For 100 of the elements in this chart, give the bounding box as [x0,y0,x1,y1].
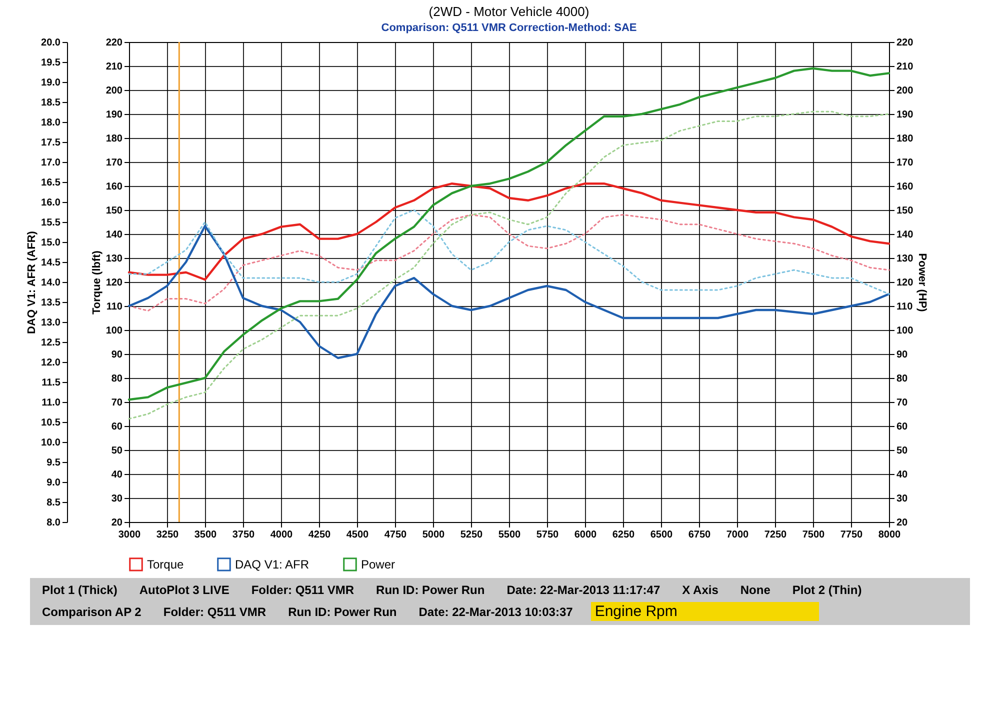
y-tick-label: 180 [106,134,123,144]
text: Run ID: Power Run [375,582,486,598]
y3-tick-label: 60 [896,422,908,432]
y-tick-label: 200 [106,86,123,96]
y2-tick-label: 15.0 [41,238,61,248]
y-tick-label: 160 [106,182,123,192]
text: Folder: Q511 VMR [162,604,268,620]
y-tick-label: 70 [111,398,123,408]
y2-tick-label: 18.5 [41,98,61,108]
y3-tick-label: 140 [896,230,914,240]
text: X Axis [681,582,720,598]
y3-tick-label: 90 [896,350,908,360]
y2-tick-label: 14.5 [41,258,61,268]
x-tick-label: 6750 [688,530,712,540]
y3-axis-title: Power (HP) [916,253,928,312]
y3-tick-label: 50 [896,446,908,456]
y3-tick-label: 120 [896,278,914,288]
y2-tick-label: 13.5 [41,298,61,308]
y2-tick-label: 12.5 [41,338,61,348]
text: Run ID: Power Run [287,604,398,620]
y2-tick-label: 11.0 [42,398,61,408]
x-tick-label: 3500 [194,530,218,540]
y-tick-label: 210 [106,62,123,72]
y2-tick-label: 16.0 [41,198,61,208]
x-tick-label: 4750 [384,530,408,540]
y3-tick-label: 160 [896,182,914,192]
y3-tick-label: 70 [896,398,908,408]
text: Plot 2 (Thin) [791,582,863,598]
y-tick-label: 110 [106,302,123,312]
y3-tick-label: 30 [896,494,908,504]
y2-axis-title: DAQ V1: AFR (AFR) [26,230,38,334]
y3-tick-label: 170 [896,158,914,168]
y2-tick-label: 16.5 [41,178,61,188]
y-tick-label: 30 [111,494,123,504]
x-tick-label: 3000 [118,530,142,540]
text: AutoPlot 3 LIVE [138,582,230,598]
y3-tick-label: 20 [896,518,908,528]
y-tick-label: 170 [106,158,123,168]
y2-tick-label: 19.5 [41,58,61,68]
x-tick-label: 3250 [156,530,180,540]
x-tick-label: 7250 [764,530,788,540]
x-tick-label: 7750 [840,530,864,540]
x-tick-label: 8000 [878,530,902,540]
y2-tick-label: 10.0 [41,438,61,448]
y2-tick-label: 14.0 [41,278,61,288]
y2-tick-label: 8.0 [46,518,61,528]
y3-tick-label: 220 [896,38,914,48]
y3-tick-label: 80 [896,374,908,384]
y-tick-label: 40 [111,470,123,480]
y-tick-label: 50 [111,446,123,456]
legend-label: Torque [147,557,184,572]
text: Comparison AP 2 [41,604,142,620]
text: Date: 22-Mar-2013 10:03:37 [418,604,574,620]
y3-tick-label: 40 [896,470,908,480]
y3-tick-label: 180 [896,134,914,144]
y3-tick-label: 110 [896,302,914,312]
y-tick-label: 220 [106,38,123,48]
y-tick-label: 90 [111,350,123,360]
x-tick-label: 4500 [346,530,370,540]
y-tick-label: 60 [111,422,123,432]
x-tick-label: 3750 [232,530,256,540]
y3-tick-label: 100 [896,326,914,336]
y-tick-label: 140 [106,230,123,240]
y2-tick-label: 12.0 [41,358,61,368]
x-tick-label: 7000 [726,530,750,540]
x-tick-label: 5250 [460,530,484,540]
x-tick-label: 6000 [574,530,598,540]
y-axis-title: Torque (lbft) [90,250,103,314]
x-tick-label: 7500 [802,530,826,540]
y-tick-label: 120 [106,278,123,288]
y-tick-label: 20 [111,518,123,528]
y3-tick-label: 150 [896,206,914,216]
y2-tick-label: 9.5 [46,458,61,468]
y-tick-label: 150 [106,206,123,216]
text: Plot 1 (Thick) [41,582,118,598]
y2-tick-label: 17.5 [41,138,61,148]
legend-label: DAQ V1: AFR [235,557,310,572]
y2-tick-label: 11.5 [42,378,61,388]
y2-tick-label: 20.0 [41,38,61,48]
x-tick-label: 6250 [612,530,636,540]
x-tick-label: 5500 [498,530,522,540]
y2-tick-label: 10.5 [41,418,61,428]
x-tick-label: 5750 [536,530,560,540]
text: Date: 22-Mar-2013 11:17:47 [506,582,662,598]
y2-tick-label: 9.0 [46,478,61,488]
y3-tick-label: 210 [896,62,914,72]
text: None [739,582,772,598]
y2-tick-label: 13.0 [41,318,61,328]
text: Folder: Q511 VMR [250,582,356,598]
y2-tick-label: 17.0 [41,158,61,168]
y3-tick-label: 130 [896,254,914,264]
legend-label: Power [361,557,396,572]
y2-tick-label: 19.0 [41,78,61,88]
y2-tick-label: 15.5 [41,218,61,228]
x-tick-label: 6500 [650,530,674,540]
y2-tick-label: 8.5 [46,498,61,508]
y-tick-label: 100 [106,326,123,336]
x-tick-label: 4250 [308,530,332,540]
y2-tick-label: 18.0 [41,118,61,128]
y3-tick-label: 190 [896,110,914,120]
